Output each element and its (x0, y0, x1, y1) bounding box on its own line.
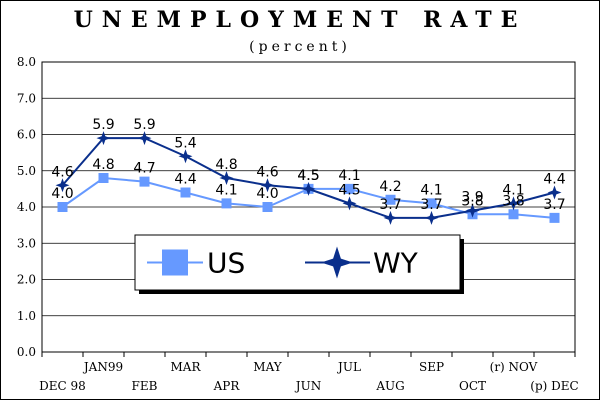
y-axis-ticks: 0.0 1.0 2.0 3.0 4.0 5.0 6.0 7.0 8.0 (17, 55, 36, 359)
chart-title: UNEMPLOYMENT RATE (74, 7, 527, 33)
us-data-label: 4.4 (174, 172, 196, 188)
y-tick-label: 0.0 (17, 345, 36, 359)
us-data-label: 4.0 (256, 186, 278, 202)
legend: US WY (134, 234, 464, 294)
wy-data-label: 4.1 (502, 182, 524, 198)
us-point (262, 202, 273, 212)
us-data-label: 4.1 (215, 182, 237, 198)
wy-point (137, 131, 152, 146)
us-data-label: 4.1 (338, 168, 360, 184)
us-data-label: 4.0 (51, 186, 73, 202)
x-category-label: FEB (132, 379, 158, 393)
wy-data-label: 5.9 (92, 117, 114, 133)
x-category-label: (p) DEC (530, 379, 578, 393)
x-category-label: (r) NOV (490, 360, 538, 374)
us-point (98, 173, 109, 183)
y-tick-label: 7.0 (17, 91, 36, 105)
wy-point (424, 210, 439, 225)
wy-data-label: 3.7 (379, 197, 401, 213)
wy-point (506, 196, 521, 211)
wy-point (55, 178, 70, 193)
legend-wy-label: WY (373, 247, 419, 280)
x-category-label: MAY (253, 360, 282, 374)
x-category-label: DEC 98 (39, 379, 86, 393)
us-point (344, 183, 355, 194)
us-data-label: 4.7 (133, 161, 155, 177)
y-tick-label: 6.0 (17, 128, 36, 142)
wy-point (301, 181, 316, 196)
legend-wy-marker (321, 246, 353, 279)
x-category-label: APR (213, 379, 241, 393)
us-data-label: 3.8 (502, 193, 524, 209)
us-data-label: 4.1 (420, 182, 442, 198)
us-data-label: 4.2 (379, 179, 401, 195)
wy-data-label: 4.5 (297, 168, 319, 184)
y-tick-label: 2.0 (17, 273, 36, 287)
wy-data-label: 5.9 (133, 117, 155, 133)
x-category-label: JUL (336, 360, 361, 374)
us-data-label: 4.8 (92, 157, 114, 173)
legend-us-label: US (207, 247, 245, 280)
wy-point (383, 210, 398, 225)
wy-point (96, 131, 111, 146)
x-category-label: JUN (294, 379, 321, 393)
x-category-label: SEP (419, 360, 444, 374)
us-point (508, 209, 519, 220)
us-point (139, 176, 150, 187)
wy-point (178, 149, 193, 164)
wy-data-label: 4.6 (51, 164, 73, 180)
y-tick-label: 3.0 (17, 236, 36, 250)
y-tick-label: 1.0 (17, 309, 36, 323)
wy-point (260, 178, 275, 193)
legend-us-marker (162, 249, 188, 276)
wy-data-label: 4.6 (256, 164, 278, 180)
wy-data-label: 3.7 (420, 197, 442, 213)
us-point (57, 202, 68, 212)
y-tick-label: 8.0 (17, 55, 36, 69)
y-tick-label: 4.0 (17, 200, 36, 214)
x-category-label: AUG (375, 379, 404, 393)
wy-data-label: 3.9 (461, 190, 483, 206)
x-axis-categories: DEC 98 JAN99 FEB MAR APR MAY JUN JUL AUG SEP OCT (r… (39, 360, 579, 393)
wy-data-label: 4.5 (338, 182, 360, 198)
us-point (385, 194, 396, 205)
us-point (221, 198, 232, 209)
wy-data-label: 5.4 (174, 135, 196, 151)
us-point (180, 187, 191, 198)
wy-point (547, 185, 562, 200)
wy-data-label: 4.8 (215, 157, 237, 173)
us-point (549, 212, 560, 223)
us-data-label: 3.8 (461, 193, 483, 209)
chart-subtitle: (percent) (249, 39, 351, 55)
series-lines (55, 131, 562, 225)
y-tick-label: 5.0 (17, 164, 36, 178)
wy-point (219, 171, 234, 185)
x-category-label: MAR (171, 360, 202, 374)
wy-point (342, 196, 357, 211)
us-data-label: 4.5 (297, 168, 319, 184)
us-data-label: 3.7 (543, 197, 565, 213)
wy-point (465, 203, 480, 218)
x-category-label: OCT (459, 379, 486, 393)
data-labels: 4.04.8 4.74.44.1 4.04.5 4.14.2 4.13.8 3.8 3.74… (51, 117, 565, 213)
x-category-label: JAN99 (82, 360, 123, 374)
us-point (426, 198, 437, 209)
wy-data-label: 4.4 (543, 172, 565, 188)
